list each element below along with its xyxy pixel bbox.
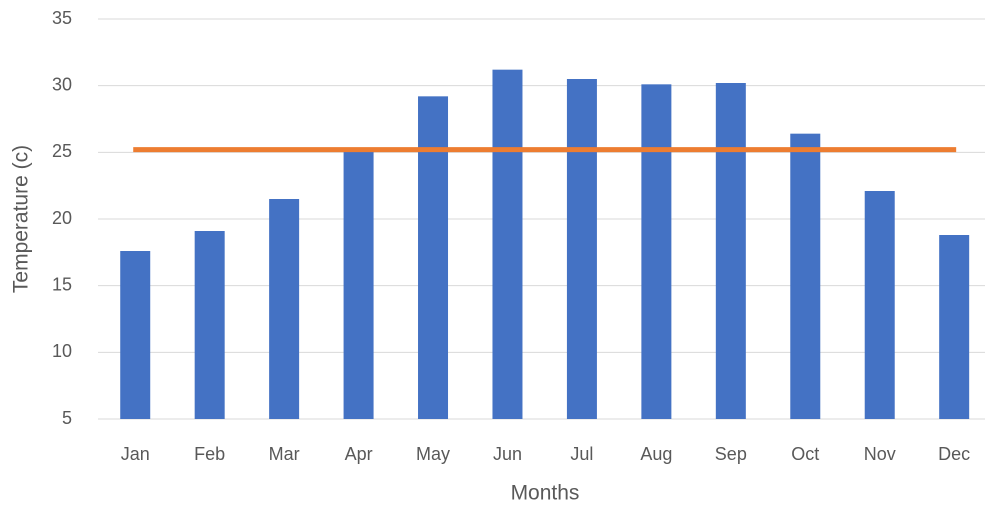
bar — [715, 83, 746, 419]
y-tick-label: 20 — [52, 208, 72, 228]
x-tick-label: Oct — [791, 444, 819, 464]
y-tick-label: 30 — [52, 74, 72, 94]
x-tick-label: Jan — [121, 444, 150, 464]
x-tick-label: Dec — [938, 444, 970, 464]
y-axis-title: Temperature (c) — [10, 145, 33, 293]
x-tick-label: Jun — [493, 444, 522, 464]
bar — [269, 199, 300, 419]
bar — [939, 235, 970, 419]
bar — [641, 84, 672, 419]
bar — [194, 231, 225, 419]
x-tick-label: Jul — [570, 444, 593, 464]
bar — [864, 191, 895, 419]
bar — [566, 79, 597, 419]
x-tick-label: May — [416, 444, 450, 464]
y-tick-label: 35 — [52, 8, 72, 28]
y-tick-label: 15 — [52, 274, 72, 294]
y-tick-label: 25 — [52, 141, 72, 161]
x-tick-label: Feb — [194, 444, 225, 464]
x-axis-title: Months — [511, 482, 580, 505]
x-tick-label: Apr — [345, 444, 373, 464]
x-tick-label: Aug — [640, 444, 672, 464]
x-tick-label: Mar — [269, 444, 300, 464]
y-tick-label: 10 — [52, 341, 72, 361]
bar — [492, 69, 523, 420]
x-tick-label: Nov — [864, 444, 896, 464]
bar — [120, 251, 151, 419]
y-tick-label: 5 — [62, 408, 72, 428]
bar — [418, 96, 449, 419]
bar — [343, 151, 374, 419]
x-tick-label: Sep — [715, 444, 747, 464]
bar — [790, 133, 821, 419]
